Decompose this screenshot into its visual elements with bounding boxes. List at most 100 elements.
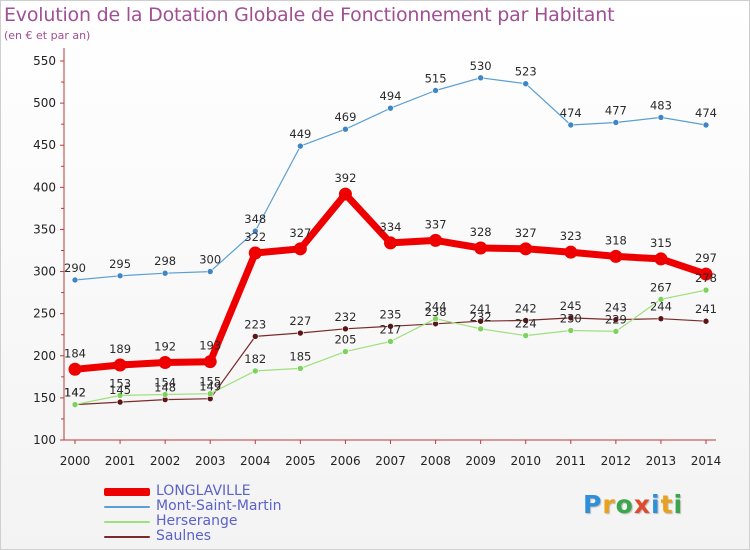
data-label-saulnes: 235 [380,307,402,321]
data-label-mont-saint-martin: 474 [560,106,582,120]
data-label-herserange: 229 [605,312,627,326]
data-label-saulnes: 148 [154,381,176,395]
y-tick-label: 350 [33,222,56,236]
data-point-longlaville [654,252,668,266]
data-point-saulnes [567,314,575,322]
data-point-longlaville [564,245,578,259]
data-label-mont-saint-martin: 530 [470,59,492,73]
y-tick-label: 450 [33,138,56,152]
logo-letter: x [633,490,651,519]
legend-label: Herserange [156,513,238,529]
data-label-saulnes: 241 [695,302,717,316]
y-tick-label: 500 [33,96,56,110]
data-label-saulnes: 145 [109,383,131,397]
legend-label: Saulnes [156,528,212,544]
data-point-saulnes [297,329,304,337]
data-point-longlaville [293,242,307,256]
data-point-herserange [251,367,259,375]
data-label-mont-saint-martin: 298 [154,254,176,268]
data-point-saulnes [702,317,710,325]
chart-title: Evolution de la Dotation Globale de Fonc… [4,4,615,26]
x-tick-label: 2001 [105,454,136,468]
data-label-mont-saint-martin: 348 [244,212,266,226]
data-point-mont-saint-martin [432,87,439,94]
data-label-mont-saint-martin: 295 [109,257,131,271]
data-label-longlaville: 189 [109,342,131,356]
data-label-saulnes: 241 [470,302,492,316]
data-label-longlaville: 327 [515,226,537,240]
data-label-saulnes: 244 [650,300,672,314]
data-point-saulnes [612,316,620,323]
y-tick-label: 100 [33,433,56,447]
data-point-saulnes [342,325,349,333]
data-label-herserange: 278 [695,271,717,285]
data-label-herserange: 205 [334,333,356,347]
data-point-herserange [71,401,79,408]
x-tick-label: 2006 [330,454,361,468]
data-label-longlaville: 323 [560,229,582,243]
data-point-mont-saint-martin [71,276,79,284]
data-label-longlaville: 327 [289,226,311,240]
data-point-herserange [116,392,124,399]
data-label-herserange: 230 [560,312,582,326]
y-tick-label: 200 [33,349,56,363]
data-label-herserange: 267 [650,280,672,294]
x-tick-label: 2005 [285,454,316,468]
data-point-saulnes [657,315,665,323]
data-label-longlaville: 322 [244,230,266,244]
y-tick-label: 550 [33,54,56,68]
data-label-longlaville: 392 [334,171,356,185]
data-point-herserange [522,332,530,339]
data-point-longlaville [474,241,488,255]
data-label-herserange: 182 [244,352,266,366]
data-point-herserange [342,348,349,355]
data-point-herserange [567,327,575,334]
chart-subtitle: (en € et par an) [4,29,91,42]
data-point-mont-saint-martin [342,125,349,133]
data-point-longlaville [158,356,172,370]
data-point-saulnes [116,398,124,406]
data-label-mont-saint-martin: 494 [380,89,402,103]
data-label-saulnes: 242 [515,301,537,315]
data-point-herserange [702,286,710,294]
data-label-longlaville: 318 [605,233,627,247]
data-point-herserange [612,328,620,335]
data-label-mont-saint-martin: 477 [605,103,627,117]
data-label-longlaville: 184 [64,346,86,360]
data-label-longlaville: 328 [470,225,492,239]
data-label-saulnes: 243 [605,301,627,315]
logo-letter: P [583,490,603,519]
x-tick-label: 2009 [465,454,496,468]
x-tick-label: 2010 [510,454,541,468]
data-label-herserange: 244 [425,300,447,314]
data-point-longlaville [429,233,443,247]
data-point-mont-saint-martin [251,227,259,235]
data-point-herserange [657,296,665,303]
data-point-mont-saint-martin [522,80,530,88]
logo-letter: i [651,490,661,519]
data-label-saulnes: 142 [64,386,86,400]
data-point-longlaville [699,267,713,281]
legend-swatch [104,506,150,508]
data-label-herserange: 217 [380,322,402,336]
data-point-mont-saint-martin [702,121,710,129]
data-point-saulnes [251,333,259,340]
x-tick-label: 2008 [420,454,451,468]
data-point-herserange [161,391,169,398]
proxiti-logo: Proxiti [583,490,683,519]
data-point-longlaville [384,236,397,250]
line-chart: 100 150 200 250 300 350 400 450 500 550 2000 2001 20… [33,48,721,468]
data-point-saulnes [522,317,530,324]
x-tick-label: 2002 [150,454,181,468]
data-label-saulnes: 232 [334,310,356,324]
data-point-mont-saint-martin [477,74,484,82]
data-point-longlaville [113,358,127,372]
data-point-herserange [297,365,304,372]
data-label-herserange: 232 [470,310,492,324]
data-label-longlaville: 192 [154,340,176,354]
data-point-mont-saint-martin [161,269,169,277]
data-label-saulnes: 238 [425,305,447,319]
data-label-mont-saint-martin: 469 [334,110,356,124]
y-tick-label: 400 [33,180,56,194]
x-tick-label: 2011 [556,454,587,468]
